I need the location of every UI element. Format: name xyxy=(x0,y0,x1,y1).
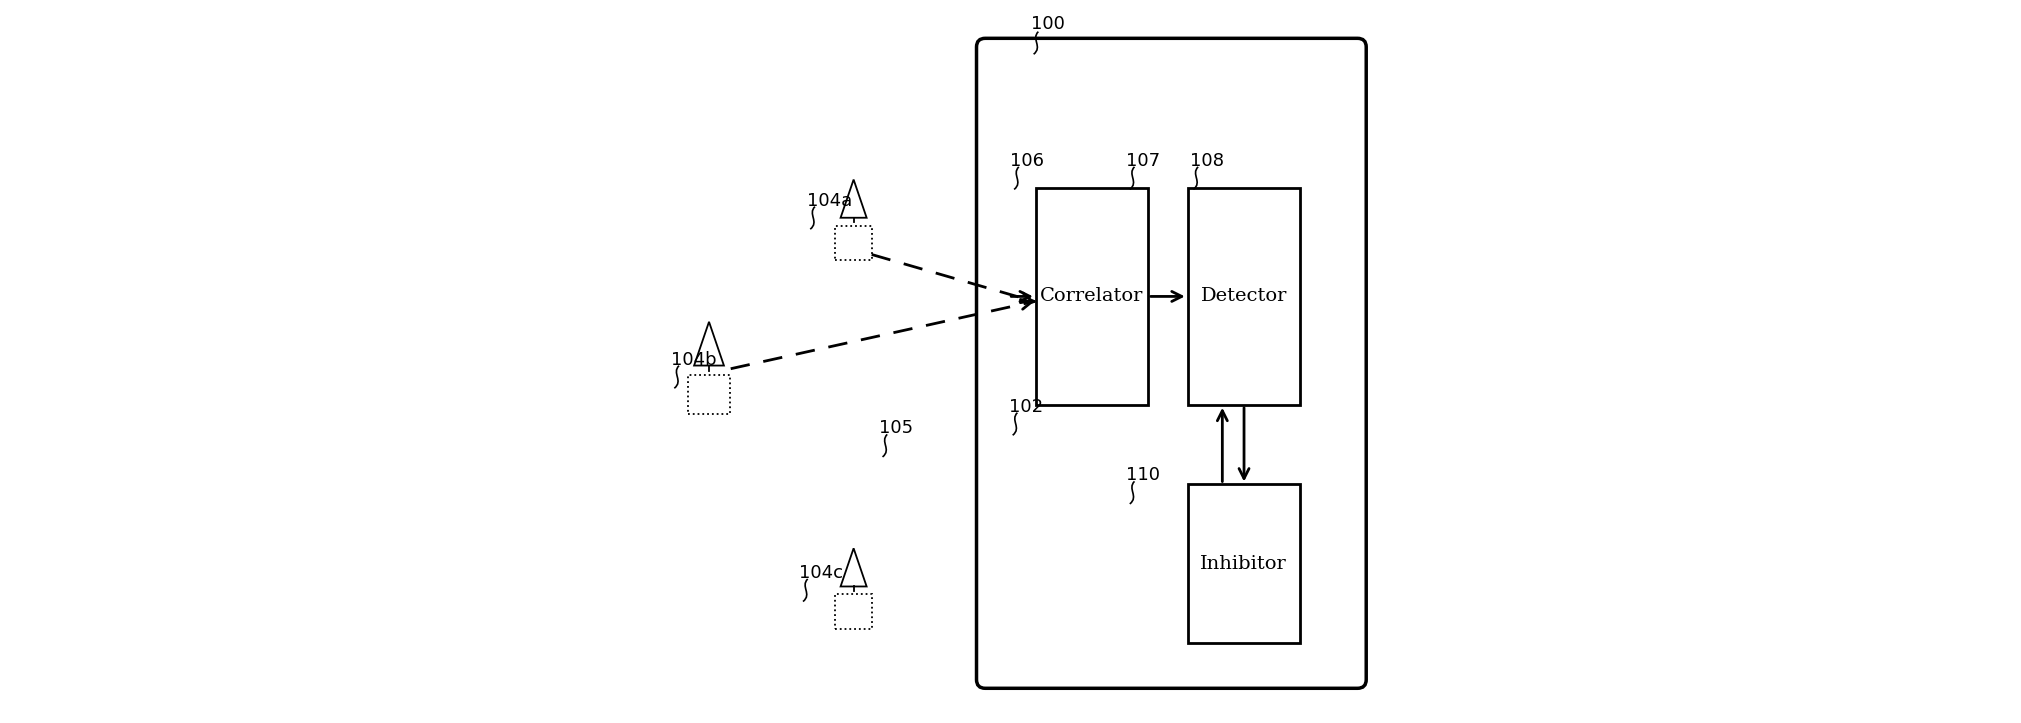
Bar xyxy=(835,226,871,260)
Text: 105: 105 xyxy=(879,419,913,437)
Text: 100: 100 xyxy=(1031,14,1065,33)
Text: Detector: Detector xyxy=(1200,288,1287,305)
Text: 104a: 104a xyxy=(806,192,853,210)
Text: 110: 110 xyxy=(1126,466,1160,484)
Text: 106: 106 xyxy=(1010,152,1045,170)
Bar xyxy=(835,594,871,629)
Bar xyxy=(687,375,730,414)
Text: 102: 102 xyxy=(1008,398,1043,416)
Bar xyxy=(1188,188,1300,405)
Bar xyxy=(1188,484,1300,643)
Text: Correlator: Correlator xyxy=(1041,288,1144,305)
Text: 104b: 104b xyxy=(671,351,715,369)
Bar xyxy=(1037,188,1148,405)
Text: 108: 108 xyxy=(1190,152,1225,170)
Text: 104c: 104c xyxy=(800,564,843,582)
Text: Inhibitor: Inhibitor xyxy=(1200,555,1287,573)
Text: 107: 107 xyxy=(1126,152,1160,170)
